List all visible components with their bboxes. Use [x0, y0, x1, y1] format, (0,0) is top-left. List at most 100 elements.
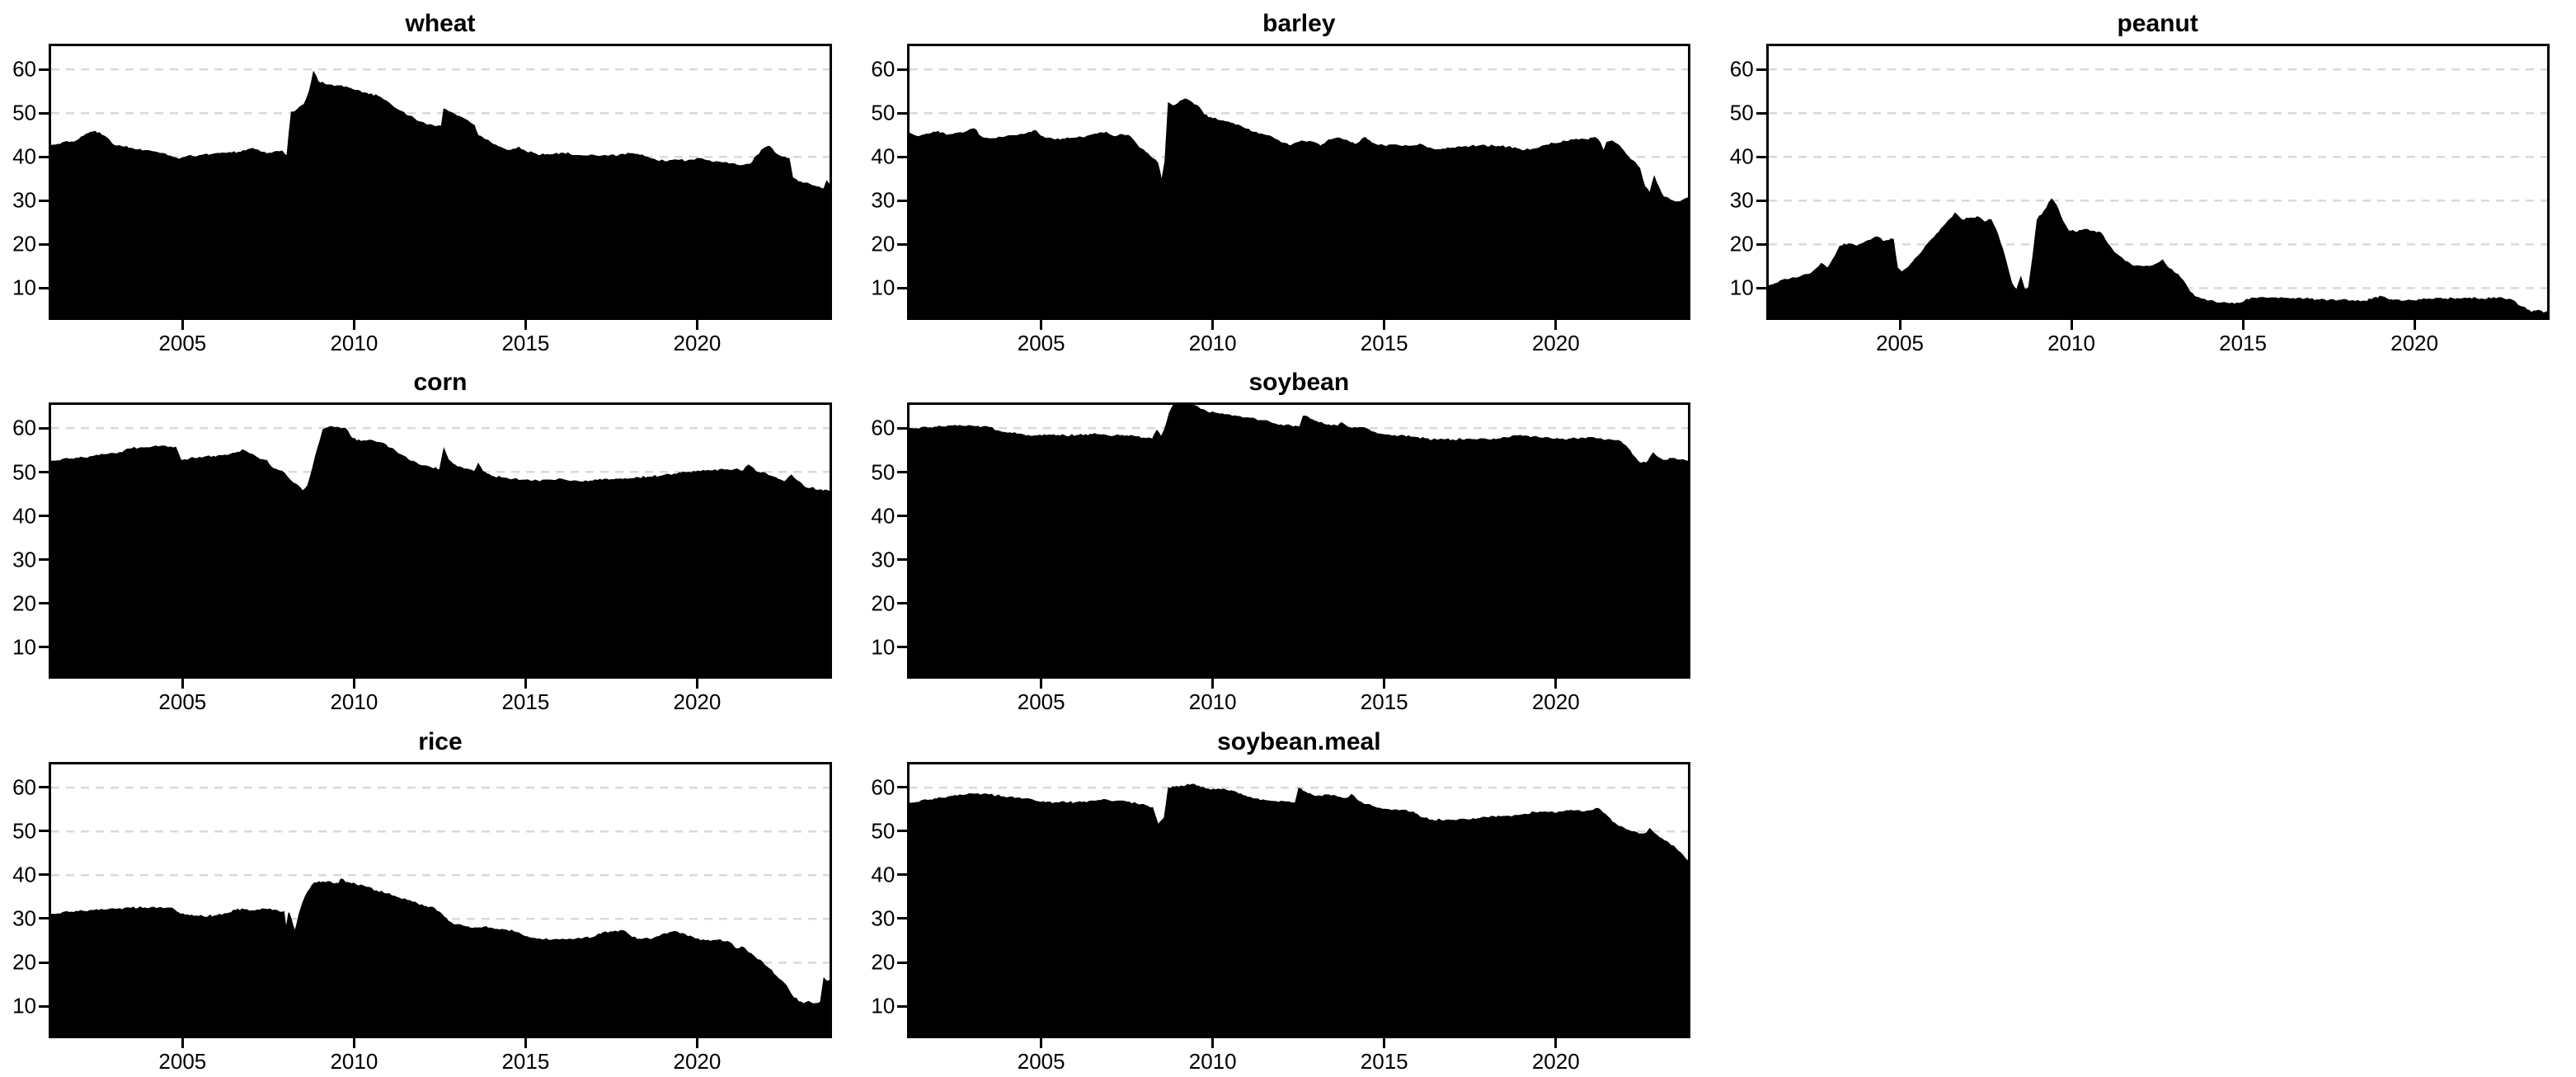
y-tick-mark [1756, 68, 1766, 71]
y-tick-mark [897, 786, 908, 789]
x-tick-mark [2070, 320, 2073, 330]
x-tick-label: 2010 [330, 331, 378, 355]
y-tick-mark [39, 426, 49, 430]
x-tick-mark [1383, 679, 1386, 689]
y-tick-mark [897, 830, 908, 833]
y-tick-label: 60 [12, 774, 36, 800]
y-tick-label: 30 [1729, 187, 1754, 213]
x-tick-label: 2005 [158, 331, 207, 355]
y-tick-mark [1756, 242, 1766, 246]
area-plot [910, 783, 1689, 1036]
y-tick-mark [39, 830, 49, 833]
y-tick-mark [1756, 286, 1766, 289]
x-tick-mark [1211, 320, 1215, 330]
x-tick-label: 2010 [1188, 689, 1237, 715]
y-tick-mark [39, 646, 49, 649]
y-tick-label: 40 [871, 503, 895, 529]
chart-cell-corn: corn 10 20 30 40 50 60 2005 2010 2015 2020 [0, 359, 858, 717]
x-tick-mark [1554, 1037, 1558, 1048]
area-plot [51, 786, 830, 1036]
area-plot [910, 68, 1689, 317]
y-tick-mark [897, 242, 908, 246]
y-tick-label: 20 [12, 949, 36, 975]
y-tick-mark [39, 873, 49, 877]
area-series [910, 783, 1689, 1036]
area-series [910, 405, 1689, 677]
x-tick-label: 2005 [1017, 689, 1065, 715]
x-tick-mark [1040, 1037, 1043, 1048]
chart-title: soybean.meal [1217, 727, 1381, 755]
area-series [910, 98, 1689, 317]
y-tick-label: 30 [12, 547, 36, 572]
area-series [51, 70, 830, 317]
x-tick-label: 2005 [158, 689, 207, 715]
x-tick-label: 2005 [158, 1048, 207, 1074]
plot-panel-soybean-meal: 10 20 30 40 50 60 2005 2010 2015 2020 [871, 761, 1691, 1074]
x-tick-mark [695, 320, 698, 330]
chart-title: peanut [2117, 10, 2198, 37]
x-tick-mark [1040, 320, 1043, 330]
y-tick-mark [897, 68, 908, 71]
y-tick-mark [897, 961, 908, 964]
x-tick-label: 2015 [501, 331, 550, 355]
y-tick-label: 60 [12, 415, 36, 440]
y-tick-label: 40 [1729, 143, 1754, 169]
plot-panel-wheat: 10 20 30 40 50 60 2005 2010 2015 2020 [12, 44, 832, 355]
y-tick-label: 10 [871, 993, 895, 1018]
y-tick-label: 10 [871, 275, 895, 300]
x-tick-mark [352, 679, 355, 689]
x-tick-label: 2015 [1360, 1048, 1408, 1074]
y-tick-label: 50 [871, 459, 895, 485]
x-tick-label: 2015 [501, 1048, 550, 1074]
chart-title: rice [418, 727, 463, 755]
y-tick-mark [897, 1004, 908, 1008]
y-tick-label: 30 [12, 905, 36, 931]
y-tick-mark [39, 961, 49, 964]
area-plot [51, 426, 830, 677]
y-tick-mark [897, 471, 908, 474]
y-tick-mark [39, 786, 49, 789]
chart-title: corn [413, 369, 468, 397]
x-tick-label: 2020 [1531, 1048, 1580, 1074]
y-tick-mark [1756, 111, 1766, 115]
x-tick-mark [1554, 679, 1558, 689]
y-tick-mark [897, 558, 908, 562]
y-tick-label: 20 [871, 949, 895, 975]
x-tick-mark [181, 320, 184, 330]
y-tick-mark [39, 1004, 49, 1008]
y-tick-label: 40 [871, 862, 895, 887]
y-tick-label: 20 [871, 590, 895, 616]
x-tick-label: 2015 [1360, 689, 1408, 715]
chart-cell-wheat: wheat 10 20 30 40 50 60 2005 2010 2015 2020 [0, 0, 858, 359]
y-tick-label: 50 [12, 459, 36, 485]
x-tick-mark [524, 1037, 527, 1048]
y-tick-mark [39, 286, 49, 289]
y-tick-label: 30 [12, 187, 36, 213]
y-tick-mark [39, 471, 49, 474]
y-tick-label: 20 [1729, 231, 1754, 256]
plot-panel-soybean: 10 20 30 40 50 60 2005 2010 2015 2020 [871, 402, 1691, 714]
x-tick-label: 2010 [2047, 331, 2095, 355]
y-tick-mark [1756, 199, 1766, 202]
x-tick-label: 2005 [1017, 1048, 1065, 1074]
area-plot [1768, 68, 2547, 317]
y-tick-label: 60 [1729, 56, 1754, 82]
chart-title: barley [1262, 10, 1336, 37]
y-tick-label: 10 [12, 275, 36, 300]
y-tick-label: 40 [12, 503, 36, 529]
y-tick-mark [1756, 155, 1766, 158]
x-tick-mark [181, 1037, 184, 1048]
y-tick-label: 10 [12, 993, 36, 1018]
x-tick-label: 2005 [1017, 331, 1065, 355]
y-tick-mark [897, 286, 908, 289]
y-tick-label: 50 [1729, 100, 1754, 125]
y-tick-mark [39, 68, 49, 71]
y-tick-mark [897, 917, 908, 920]
chart-cell-soybean-meal: soybean.meal 10 20 30 40 50 60 2005 2010 2015 202… [858, 718, 1717, 1077]
y-tick-mark [897, 155, 908, 158]
y-tick-mark [897, 515, 908, 518]
chart-cell-peanut: peanut 10 20 30 40 50 60 2005 2010 2015 2020 [1718, 0, 2576, 359]
y-tick-mark [897, 111, 908, 115]
y-tick-label: 60 [871, 415, 895, 440]
y-tick-mark [39, 155, 49, 158]
